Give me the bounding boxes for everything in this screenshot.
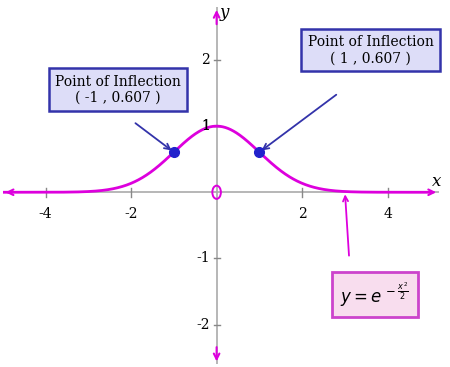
Text: 2: 2 <box>298 207 306 221</box>
Text: Point of Inflection
( -1 , 0.607 ): Point of Inflection ( -1 , 0.607 ) <box>55 75 181 105</box>
Text: Point of Inflection
( 1 , 0.607 ): Point of Inflection ( 1 , 0.607 ) <box>308 35 433 65</box>
Text: -2: -2 <box>197 317 210 331</box>
Text: 4: 4 <box>383 207 392 221</box>
Text: y: y <box>219 4 229 21</box>
Text: 1: 1 <box>201 119 210 133</box>
Text: -2: -2 <box>124 207 138 221</box>
Text: $y = e^{\,-\frac{x^2}{2}}$: $y = e^{\,-\frac{x^2}{2}}$ <box>340 281 410 309</box>
Text: 1: 1 <box>201 119 210 133</box>
Text: 2: 2 <box>202 53 210 67</box>
Text: -1: -1 <box>197 251 210 265</box>
Text: -4: -4 <box>39 207 52 221</box>
Text: x: x <box>432 172 441 189</box>
